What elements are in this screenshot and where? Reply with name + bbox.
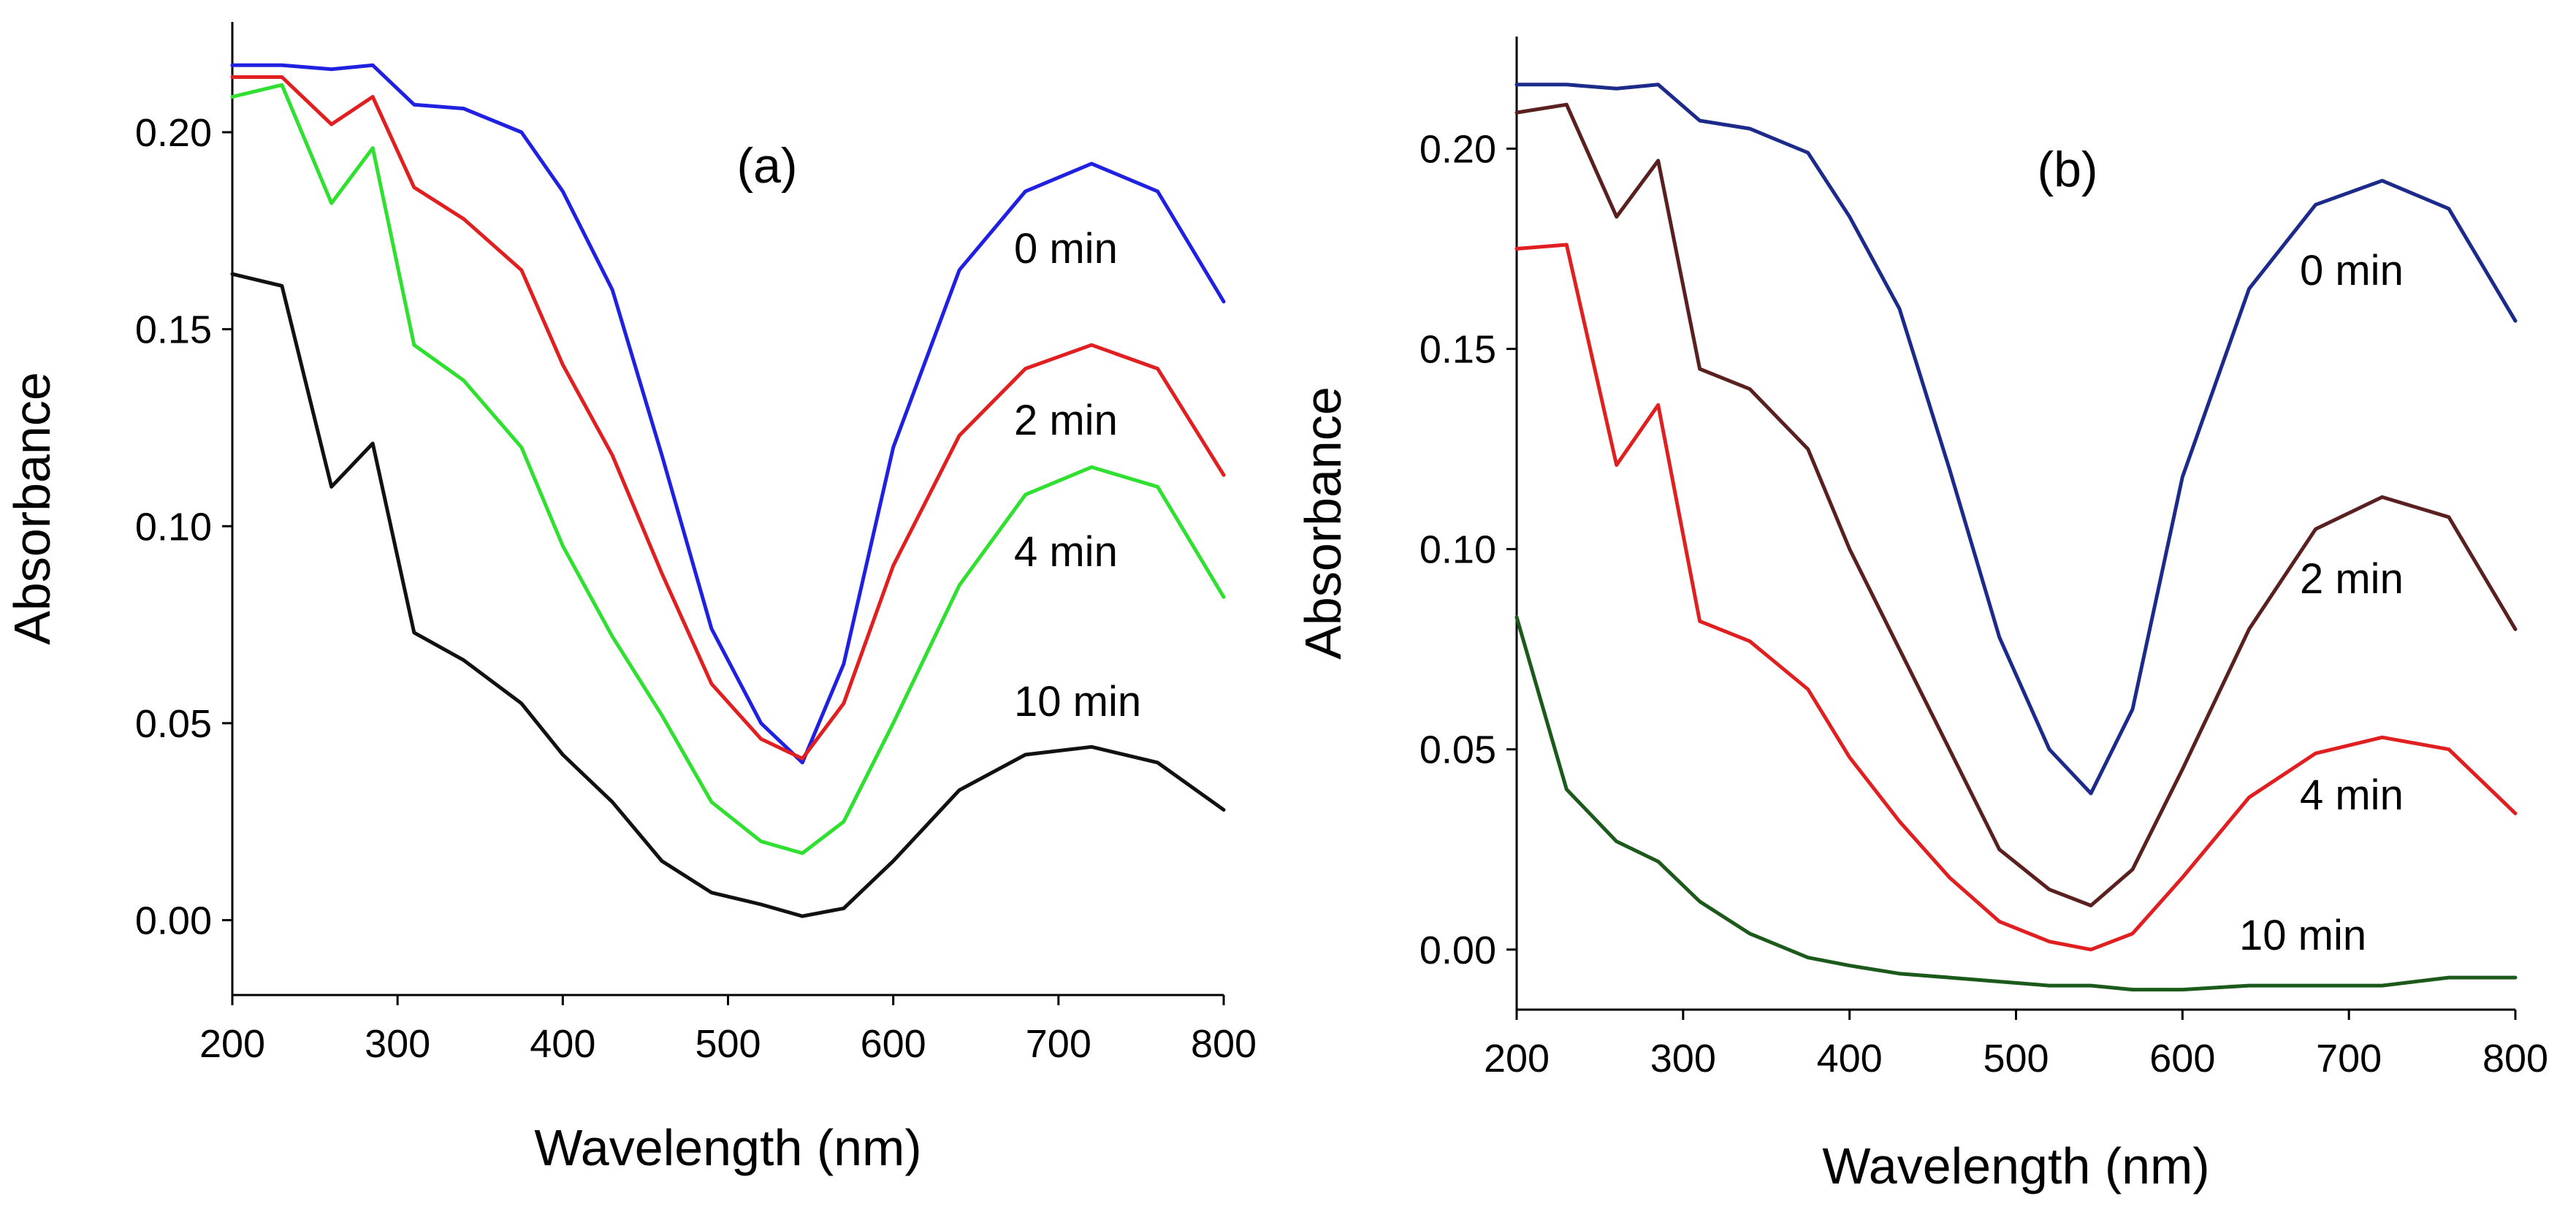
panel-a-series-label: 4 min	[1014, 528, 1118, 576]
panel-a-x-tick-label: 300	[365, 1022, 430, 1066]
panel-b-x-tick-label: 500	[1983, 1037, 2049, 1080]
panel-b-y-tick-label: 0.20	[1420, 127, 1496, 171]
panel-b-x-tick-label: 800	[2482, 1037, 2548, 1080]
panel-a-chart: 200 300 400 500 600 700 800 0.00 0.05 0.10 0.15 0.2…	[4, 22, 1257, 1176]
panel-b-series-label: 10 min	[2239, 912, 2366, 959]
panel-a-x-axis-title: Wavelength (nm)	[534, 1119, 921, 1176]
panel-a-x-tick-label: 600	[861, 1022, 926, 1066]
panel-a-series-line	[230, 75, 1226, 761]
panel-b-x-tick-label: 400	[1817, 1037, 1883, 1080]
panel-b-series-label: 0 min	[2300, 247, 2404, 294]
panel-b-y-axis-title: Absorbance	[1295, 386, 1352, 660]
panel-a-y-tick-label: 0.00	[135, 899, 212, 943]
panel-b-series-line	[1514, 243, 2518, 952]
panel-a-x-tick-label: 800	[1191, 1022, 1257, 1066]
panel-a-y-tick-label: 0.20	[135, 111, 212, 155]
panel-a-y-axis-title: Absorbance	[4, 372, 61, 645]
panel-b-x-axis-title: Wavelength (nm)	[1822, 1137, 2209, 1194]
panel-a-y-tick-label: 0.10	[135, 505, 212, 549]
panel-b-x-tick-label: 700	[2316, 1037, 2382, 1080]
panel-a-x-tick-label: 200	[199, 1022, 265, 1066]
panel-b-y-tick-label: 0.00	[1420, 929, 1496, 972]
panel-b-title: (b)	[2037, 142, 2097, 197]
panel-b-y-tick-label: 0.05	[1420, 728, 1496, 772]
panel-b-series-line	[1514, 615, 2518, 992]
panel-b-x-tick-label: 200	[1484, 1037, 1550, 1080]
panel-a-series-line	[230, 83, 1226, 855]
panel-a-y-tick-label: 0.05	[135, 702, 212, 746]
panel-b-y-tick-label: 0.10	[1420, 528, 1496, 572]
panel-b-series-line	[1514, 83, 2518, 796]
panel-b-series-label: 4 min	[2300, 771, 2404, 819]
panel-b-series-line	[1514, 102, 2518, 907]
panel-b-x-tick-label: 300	[1650, 1037, 1716, 1080]
panel-a-series-line	[230, 272, 1226, 918]
panel-b-x-tick-label: 600	[2149, 1037, 2215, 1080]
panel-a-title: (a)	[736, 138, 797, 194]
panel-a-series-label: 2 min	[1014, 397, 1118, 444]
panel-a-series-label: 10 min	[1014, 678, 1141, 725]
panel-a-x-tick-label: 400	[530, 1022, 595, 1066]
panel-a-series-line	[230, 63, 1226, 765]
panel-a-x-tick-label: 500	[695, 1022, 761, 1066]
panel-a-y-tick-label: 0.15	[135, 308, 212, 352]
panel-b-y-tick-label: 0.15	[1420, 328, 1496, 372]
panel-a-x-tick-label: 700	[1026, 1022, 1091, 1066]
panel-b-chart: 200 300 400 500 600 700 800 0.00 0.05 0.10 0.15 0.2…	[1295, 37, 2548, 1194]
panel-a-series-label: 0 min	[1014, 225, 1118, 272]
panel-b-series-label: 2 min	[2300, 555, 2404, 603]
